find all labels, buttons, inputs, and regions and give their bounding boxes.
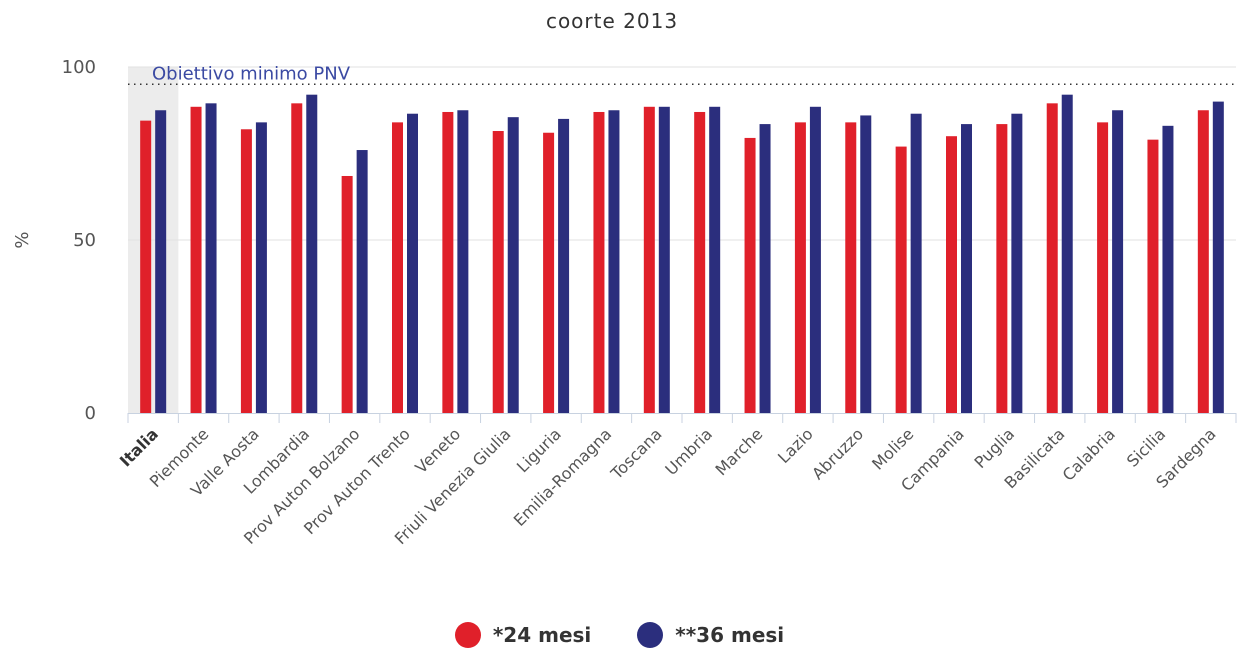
bar-24-mesi-veneto (442, 111, 454, 413)
bar-24-mesi-marche (744, 137, 756, 413)
x-tick-label-lazio: Lazio (774, 424, 817, 467)
legend: *24 mesi **36 mesi (0, 622, 1239, 648)
x-tick-label-puglia: Puglia (971, 424, 1019, 472)
legend-item-36-mesi[interactable]: **36 mesi (637, 622, 784, 648)
bar-36-mesi-molise (910, 113, 922, 414)
bar-36-mesi-lombardia (306, 94, 318, 414)
bar-24-mesi-prov-auton-trento (392, 122, 403, 414)
chart-title: coorte 2013 (546, 9, 678, 33)
bar-36-mesi-calabria (1112, 110, 1124, 413)
bar-36-mesi-lazio (809, 106, 821, 413)
legend-label-24-mesi: *24 mesi (492, 623, 592, 647)
bar-24-mesi-puglia (996, 124, 1008, 413)
x-tick-label-abruzzo: Abruzzo (808, 424, 867, 483)
y-tick-label: 100 (62, 57, 96, 78)
bar-36-mesi-puglia (1011, 113, 1023, 414)
bar-36-mesi-marche (759, 124, 771, 413)
legend-marker-36-mesi (637, 622, 664, 648)
x-tick-label-marche: Marche (711, 424, 766, 479)
bar-24-mesi-emilia-romagna (593, 111, 605, 413)
legend-label-36-mesi: **36 mesi (675, 623, 785, 647)
bar-24-mesi-italia (140, 120, 152, 413)
bar-24-mesi-abruzzo (845, 122, 857, 414)
bar-36-mesi-sicilia (1162, 125, 1174, 413)
legend-item-24-mesi[interactable]: *24 mesi (454, 622, 592, 648)
bar-36-mesi-prov-auton-bolzano (356, 150, 368, 414)
legend-marker-24-mesi (454, 622, 481, 648)
bar-24-mesi-calabria (1097, 122, 1109, 414)
bar-36-mesi-prov-auton-trento (407, 113, 418, 414)
bar-24-mesi-basilicata (1046, 103, 1058, 413)
bar-24-mesi-molise (895, 146, 907, 413)
bar-24-mesi-valle-aosta (240, 129, 252, 413)
reference-line-label: Obiettivo minimo PNV (152, 63, 351, 84)
bar-24-mesi-friuli-venezia-giulia (492, 131, 504, 413)
x-tick-label-italia: Italia (116, 424, 162, 470)
x-tick-label-umbria: Umbria (661, 424, 716, 479)
x-tick-label-molise: Molise (868, 424, 917, 473)
bar-36-mesi-friuli-venezia-giulia (507, 117, 519, 414)
bar-36-mesi-toscana (658, 106, 670, 413)
bar-36-mesi-sardegna (1212, 101, 1224, 413)
x-tick-label-calabria: Calabria (1059, 424, 1119, 484)
bar-24-mesi-campania (946, 136, 957, 413)
bar-36-mesi-campania (961, 124, 972, 413)
x-tick-label-sicilia: Sicilia (1123, 424, 1169, 470)
bar-36-mesi-piemonte (205, 103, 217, 413)
bar-24-mesi-lombardia (291, 103, 303, 413)
bar-24-mesi-lazio (794, 122, 806, 414)
y-tick-label: 0 (85, 403, 96, 424)
bar-36-mesi-emilia-romagna (608, 110, 620, 413)
bar-24-mesi-piemonte (190, 106, 202, 413)
bar-24-mesi-umbria (694, 111, 706, 413)
bar-36-mesi-italia (155, 110, 167, 413)
bar-36-mesi-veneto (457, 110, 469, 413)
bar-36-mesi-abruzzo (860, 115, 872, 413)
bar-24-mesi-toscana (643, 106, 655, 413)
bar-24-mesi-prov-auton-bolzano (341, 175, 353, 413)
y-tick-label: 50 (73, 230, 96, 251)
bar-36-mesi-basilicata (1061, 94, 1073, 414)
bar-24-mesi-sardegna (1197, 110, 1209, 413)
bar-36-mesi-valle-aosta (255, 122, 267, 414)
bar-36-mesi-umbria (709, 106, 721, 413)
x-tick-label-toscana: Toscana (606, 424, 665, 483)
bar-24-mesi-liguria (543, 132, 555, 414)
bar-24-mesi-sicilia (1147, 139, 1159, 413)
y-axis-title: % (12, 231, 33, 248)
bar-36-mesi-liguria (558, 118, 570, 414)
